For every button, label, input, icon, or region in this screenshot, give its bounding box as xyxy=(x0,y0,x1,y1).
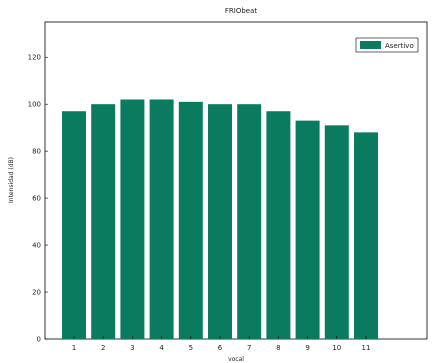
x-axis-ticks: 1 2 3 4 5 6 7 8 9 10 11 xyxy=(72,336,371,352)
x-tick-label: 3 xyxy=(130,344,134,352)
y-tick-label: 0 xyxy=(37,336,41,344)
x-tick-label: 1 xyxy=(72,344,76,352)
bar-7 xyxy=(237,104,262,340)
y-tick-label: 40 xyxy=(32,242,41,250)
legend-swatch xyxy=(360,41,381,49)
bars-layer xyxy=(62,99,378,340)
x-tick-label: 11 xyxy=(362,344,371,352)
x-tick-label: 9 xyxy=(305,344,309,352)
x-tick-label: 7 xyxy=(247,344,251,352)
x-tick-label: 4 xyxy=(159,344,164,352)
y-axis-ticks: 0 20 40 60 80 100 120 xyxy=(28,54,48,344)
bar-10 xyxy=(324,125,349,340)
bar-2 xyxy=(91,104,116,340)
y-tick-label: 120 xyxy=(28,54,41,62)
bar-3 xyxy=(120,99,145,339)
bar-8 xyxy=(266,111,291,339)
bar-1 xyxy=(62,111,86,339)
x-tick-label: 10 xyxy=(332,344,341,352)
x-tick-label: 5 xyxy=(189,344,193,352)
legend-label: Asertivo xyxy=(385,42,414,50)
y-tick-label: 20 xyxy=(32,289,41,297)
bar-4 xyxy=(149,99,174,339)
y-tick-label: 60 xyxy=(32,195,41,203)
x-tick-label: 2 xyxy=(101,344,105,352)
bar-6 xyxy=(208,104,232,340)
y-tick-label: 80 xyxy=(32,148,41,156)
legend: Asertivo xyxy=(355,37,419,53)
bar-11 xyxy=(354,132,378,339)
y-tick-label: 100 xyxy=(28,101,41,109)
x-tick-label: 8 xyxy=(276,344,280,352)
x-tick-label: 6 xyxy=(218,344,223,352)
chart-title: FRIObeat xyxy=(225,7,258,15)
x-axis-label: vocal xyxy=(228,356,244,363)
y-axis-label: Intensidad (dB) xyxy=(8,157,15,203)
bar-5 xyxy=(178,101,203,339)
bar-9 xyxy=(295,120,320,339)
